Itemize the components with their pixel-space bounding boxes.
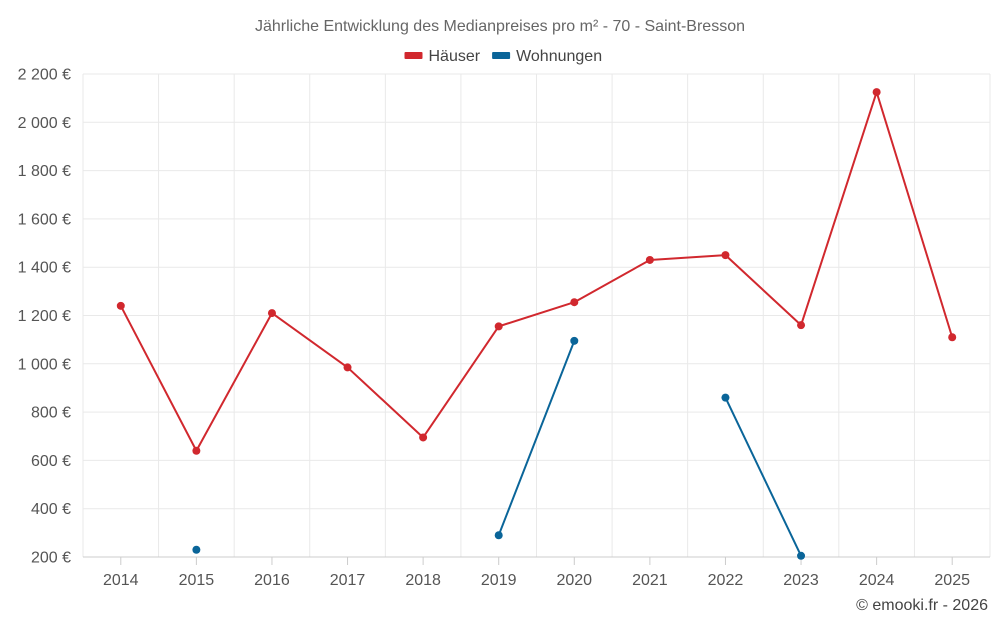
- data-point: [192, 446, 201, 455]
- grid: [82, 73, 991, 558]
- series-group: [116, 88, 957, 560]
- legend: Häuser Wohnungen: [404, 48, 602, 65]
- y-tick-label: 400 €: [31, 501, 71, 518]
- y-tick-label: 600 €: [31, 453, 71, 470]
- y-tick-label: 1 600 €: [18, 211, 71, 228]
- x-tick-label: 2021: [632, 572, 668, 589]
- chart-title: Jährliche Entwicklung des Medianpreises …: [255, 18, 745, 35]
- legend-swatch: [492, 52, 511, 59]
- data-point: [494, 531, 503, 540]
- data-point: [192, 545, 201, 554]
- series-h-user: [116, 88, 957, 455]
- y-tick-label: 1 800 €: [18, 163, 71, 180]
- data-point: [570, 336, 579, 345]
- data-point: [494, 322, 503, 331]
- data-point: [267, 309, 276, 318]
- legend-item-h-user: Häuser: [404, 48, 481, 65]
- data-point: [343, 363, 352, 372]
- y-tick-label: 2 000 €: [18, 115, 71, 132]
- y-tick-label: 800 €: [31, 405, 71, 422]
- data-point: [948, 333, 957, 342]
- y-tick-label: 200 €: [31, 550, 71, 567]
- series-wohnungen: [192, 336, 806, 560]
- series-line: [497, 339, 576, 537]
- data-point: [797, 551, 806, 560]
- legend-label: Wohnungen: [516, 48, 602, 65]
- credits: © emooki.fr - 2026: [856, 597, 988, 614]
- data-point: [645, 255, 654, 264]
- x-tick-label: 2025: [934, 572, 970, 589]
- legend-item-wohnungen: Wohnungen: [492, 48, 602, 65]
- x-tick-label: 2024: [859, 572, 895, 589]
- y-axis: 200 € 400 € 600 € 800 € 1 000 € 1 200 € 1 400 …: [18, 67, 71, 567]
- x-tick-label: 2020: [556, 572, 592, 589]
- legend-label: Häuser: [429, 48, 481, 65]
- y-tick-label: 1 200 €: [18, 308, 71, 325]
- data-point: [797, 321, 806, 330]
- y-tick-label: 2 200 €: [18, 67, 71, 84]
- x-tick-label: 2016: [254, 572, 290, 589]
- data-point: [116, 301, 125, 310]
- data-point: [721, 251, 730, 260]
- x-axis: 2014 2015 2016 2017 2018 2019 2020 2021 2022 2023…: [83, 556, 990, 589]
- y-tick-label: 1 400 €: [18, 260, 71, 277]
- data-point: [570, 298, 579, 307]
- x-tick-label: 2022: [708, 572, 744, 589]
- x-tick-label: 2017: [330, 572, 366, 589]
- x-tick-label: 2018: [405, 572, 441, 589]
- series-line: [724, 396, 803, 557]
- x-tick-label: 2023: [783, 572, 819, 589]
- x-tick-label: 2015: [179, 572, 215, 589]
- data-point: [419, 433, 428, 442]
- data-point: [721, 393, 730, 402]
- series-line: [119, 91, 954, 452]
- x-tick-label: 2014: [103, 572, 139, 589]
- data-point: [872, 88, 881, 97]
- legend-swatch: [404, 52, 423, 59]
- y-tick-label: 1 000 €: [18, 356, 71, 373]
- x-tick-label: 2019: [481, 572, 517, 589]
